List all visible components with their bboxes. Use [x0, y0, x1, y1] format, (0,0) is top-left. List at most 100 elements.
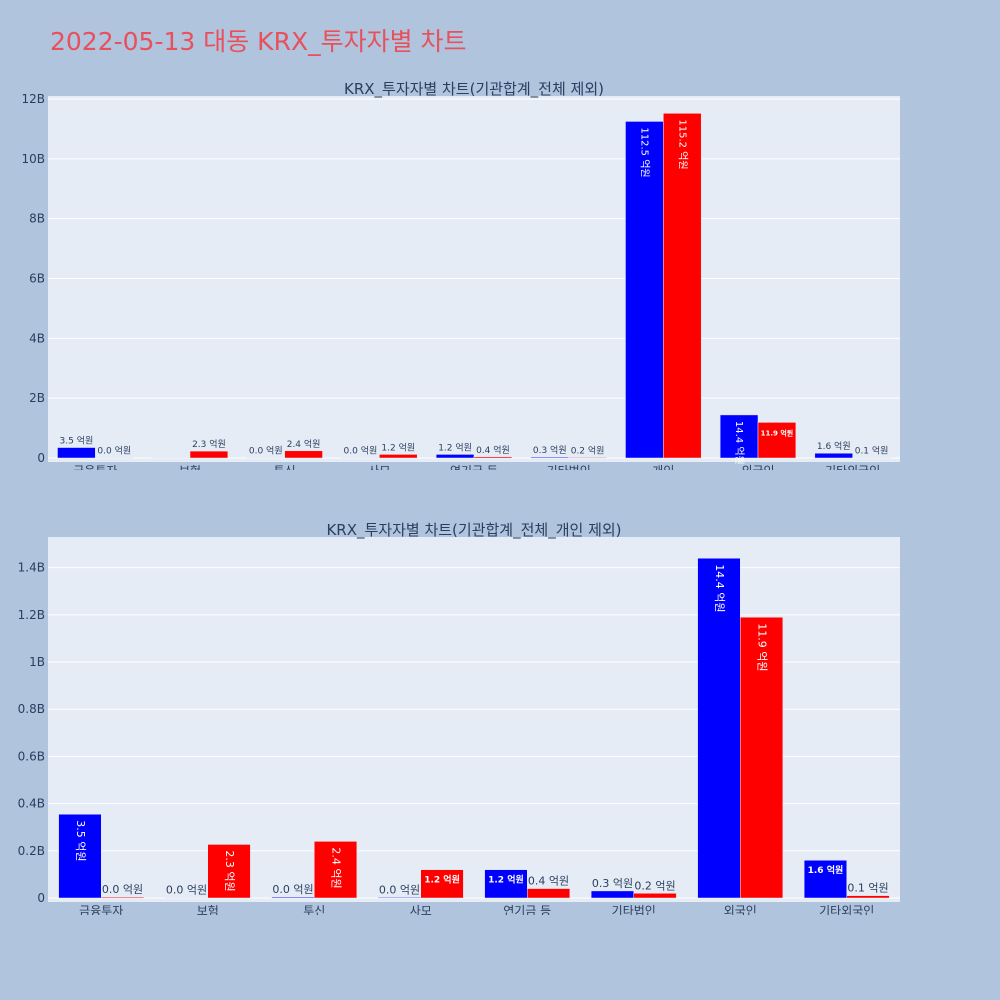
bar-연기금 등-buy [484, 869, 528, 899]
bar-data-label: 112.5 억원 [638, 127, 650, 177]
bar-data-label: 3.5 억원 [60, 435, 94, 447]
y-tick-label: 10B [21, 152, 45, 166]
page-title: 2022-05-13 대동 KRX_투자자별 차트 [50, 27, 467, 56]
bar-data-label: 14.4 억원 [733, 421, 745, 465]
bar-연기금 등-sell [527, 888, 571, 899]
x-tick-label: 투신 [303, 904, 325, 915]
bar-투신-buy [271, 896, 315, 899]
bar-연기금 등-sell [473, 456, 513, 459]
bar-data-label: 115.2 억원 [676, 119, 688, 169]
bar-data-label: 2.4 억원 [287, 438, 321, 450]
y-tick-label: 0.8B [18, 702, 45, 716]
bar-기타외국인-buy [814, 452, 853, 459]
bar-보험-sell [189, 450, 229, 459]
bar-data-label: 11.9 억원 [756, 623, 769, 671]
bar-사모-buy [341, 457, 380, 459]
bar-data-label: 0.0 억원 [272, 883, 313, 896]
chart-institution-excluded: KRX_투자자별 차트(기관합계_전체 제외) 3.5 억원0.0 억원2.3 … [21, 80, 900, 470]
bar-data-label: 0.0 억원 [379, 883, 420, 896]
bar-보험-sell [207, 844, 251, 899]
bar-금융투자-sell [101, 896, 145, 899]
bar-data-label: 0.3 억원 [592, 877, 633, 890]
bar-투신-buy [246, 457, 285, 459]
y-tick-label: 1.4B [18, 561, 45, 575]
bar-기타법인-buy [590, 890, 635, 899]
x-tick-label: 기타법인 [612, 904, 656, 915]
x-tick-label: 금융투자 [79, 904, 123, 915]
chart-institution-individual-excluded: KRX_투자자별 차트(기관합계_전체_개인 제외) 3.5 억원0.0 억원 0… [18, 521, 900, 915]
bar-data-label: 0.4 억원 [528, 875, 569, 888]
bar-외국인-sell [757, 422, 797, 459]
bar-개인-buy [625, 121, 664, 459]
bar-금융투자-buy [58, 813, 102, 899]
bar-data-label: 0.0 억원 [166, 884, 207, 897]
bar-data-label: 2.3 억원 [223, 850, 236, 891]
bar-data-label: 0.2 억원 [571, 444, 605, 456]
bar-투신-sell [284, 450, 323, 459]
x-tick-label: 보험 [197, 904, 219, 915]
bars: 3.5 억원0.0 억원2.3 억원0.0 억원2.4 억원0.0 억원 1.2 … [57, 113, 891, 465]
y-tick-label: 1B [29, 655, 45, 669]
bars: 3.5 억원 0.0 억원 0.0 억원 2.3 억원 0.0 억원 2.4 억원 0.0 … [58, 557, 890, 899]
bar-기타법인-sell [633, 893, 677, 899]
bar-투신-sell [314, 841, 358, 899]
x-tick-label: 연기금 등 [450, 464, 498, 470]
bar-data-label: 0.0 억원 [102, 883, 143, 896]
y-tick-label: 2B [29, 391, 45, 405]
bar-data-label: 0.4 억원 [476, 444, 510, 456]
axis-ticks: 0 0.2B 0.4B 0.6B 0.8B 1B 1.2B 1.4B 금융투자 보험 투신 사모 연기금… [18, 561, 875, 915]
bar-data-label: 0.2 억원 [634, 879, 675, 892]
plot-background [48, 96, 900, 462]
bar-기타외국인-buy [803, 859, 848, 899]
bar-기타외국인-sell [852, 457, 891, 459]
bar-금융투자-buy [57, 447, 96, 459]
x-tick-label: 사모 [368, 464, 390, 470]
chart-title: KRX_투자자별 차트(기관합계_전체 제외) [344, 80, 604, 99]
y-tick-label: 0.4B [18, 797, 45, 811]
x-tick-label: 외국인 [724, 904, 757, 915]
bar-기타법인-sell [568, 457, 607, 459]
bar-사모-sell [379, 454, 418, 459]
y-tick-label: 4B [29, 331, 45, 345]
bar-연기금 등-buy [435, 454, 475, 459]
bar-data-label: 2.4 억원 [330, 847, 343, 888]
x-tick-label: 사모 [410, 904, 432, 915]
bar-기타외국인-sell [846, 895, 890, 899]
bar-data-label: 14.4 억원 [713, 564, 726, 612]
x-tick-label: 외국인 [741, 464, 774, 470]
y-tick-label: 12B [21, 92, 45, 106]
y-tick-label: 0 [37, 891, 45, 905]
bar-사모-buy [377, 897, 421, 899]
bar-보험-buy [151, 457, 191, 459]
bar-외국인-sell [740, 616, 784, 899]
x-tick-label: 기타법인 [547, 464, 591, 470]
x-tick-label: 기타외국인 [825, 464, 880, 470]
gridlines [48, 98, 900, 459]
bar-data-label: 1.2 억원 [438, 441, 472, 453]
bar-data-label: 11.9 억원 [761, 428, 794, 437]
y-tick-label: 8B [29, 212, 45, 226]
bar-data-label: 1.2 억원 [381, 441, 415, 453]
axis-ticks: 0 2B 4B 6B 8B 10B 12B 금융투자 보험 투신 사모 연기금 등 기타법인 개인 외국인 기… [21, 92, 880, 470]
y-tick-label: 0 [37, 451, 45, 465]
bar-data-label: 1.2 억원 [424, 874, 460, 886]
x-tick-label: 기타외국인 [819, 904, 874, 915]
x-tick-label: 금융투자 [73, 464, 117, 470]
bar-data-label: 1.6 억원 [808, 864, 844, 876]
bar-기타법인-buy [530, 456, 569, 459]
bar-data-label: 1.6 억원 [817, 440, 851, 452]
bar-data-label: 0.0 억원 [97, 445, 131, 457]
bar-개인-sell [663, 113, 702, 459]
bar-data-label: 3.5 억원 [74, 820, 87, 861]
bar-보험-buy [164, 897, 208, 899]
bar-data-label: 0.1 억원 [855, 445, 889, 457]
y-tick-label: 0.2B [18, 844, 45, 858]
bar-data-label: 0.0 억원 [249, 445, 283, 457]
y-tick-label: 0.6B [18, 749, 45, 763]
chart-title: KRX_투자자별 차트(기관합계_전체_개인 제외) [326, 521, 621, 540]
bar-data-label: 0.0 억원 [344, 445, 378, 457]
bar-data-label: 1.2 억원 [488, 874, 524, 886]
bar-사모-sell [420, 869, 464, 899]
y-tick-label: 1.2B [18, 608, 45, 622]
x-tick-label: 연기금 등 [503, 904, 551, 915]
